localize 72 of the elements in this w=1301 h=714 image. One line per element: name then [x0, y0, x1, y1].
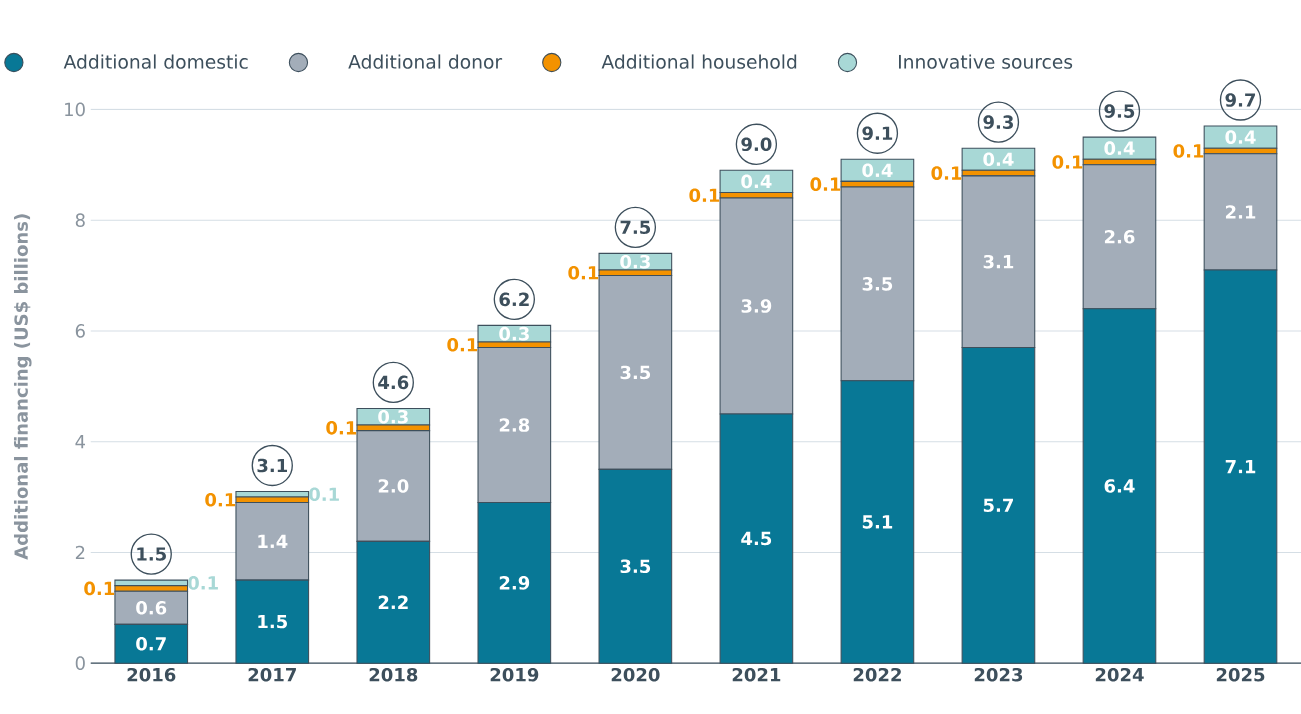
data-label: 0.3: [378, 409, 408, 424]
x-tick-label: 2016: [127, 667, 176, 682]
bar: [114, 579, 189, 587]
data-label: 3.5: [620, 559, 651, 574]
data-label: 0.1: [1173, 144, 1204, 158]
total-label: 1.5: [137, 547, 166, 561]
x-tick-label: 2021: [732, 667, 781, 682]
data-label: 3.9: [741, 299, 772, 313]
data-label: 0.1: [931, 166, 962, 180]
data-label: 7.1: [1225, 460, 1256, 474]
data-label: 1.5: [258, 615, 287, 629]
data-label: 3.5: [862, 277, 893, 291]
data-label: 0.1: [309, 487, 339, 502]
total-label: 9.5: [1104, 104, 1135, 118]
legend-label: Additional donor: [348, 54, 503, 69]
data-label: 5.7: [983, 498, 1013, 513]
total-label: 9.3: [983, 115, 1013, 130]
x-tick-label: 2018: [369, 667, 418, 682]
y-tick-label: 8: [75, 213, 85, 228]
data-label: 0.1: [810, 177, 841, 192]
data-label: 0.7: [136, 637, 166, 651]
total-label: 9.0: [741, 137, 772, 152]
data-label: 2.0: [378, 479, 409, 493]
total-label: 7.5: [620, 220, 651, 235]
data-label: 0.3: [620, 254, 650, 269]
x-tick-label: 2023: [974, 667, 1023, 682]
data-label: 0.4: [1104, 141, 1135, 156]
total-label: 9.7: [1225, 93, 1256, 107]
data-label: 0.4: [741, 174, 772, 189]
data-label: 3.1: [983, 254, 1014, 269]
data-label: 0.1: [205, 493, 236, 507]
legend-label: Innovative sources: [898, 54, 1073, 69]
data-label: 3.5: [620, 365, 651, 380]
total-label: 3.1: [257, 458, 288, 473]
total-label: 9.1: [862, 126, 893, 141]
data-label: 1.4: [258, 534, 288, 548]
x-tick-label: 2024: [1095, 667, 1144, 682]
data-label: 2.2: [378, 595, 408, 609]
data-label: 0.4: [862, 163, 893, 178]
x-tick-label: 2019: [490, 667, 539, 682]
y-axis-title: Additional financing (US$ billions): [13, 214, 32, 560]
data-label: 2.1: [1225, 205, 1256, 219]
x-tick-label: 2017: [248, 667, 296, 682]
data-label: 0.1: [188, 576, 218, 590]
y-tick-label: 6: [75, 324, 85, 338]
y-tick-label: 2: [75, 545, 85, 560]
data-label: 0.1: [326, 421, 357, 435]
data-label: 0.1: [1052, 155, 1083, 169]
y-tick-label: 4: [75, 435, 86, 449]
x-tick-label: 2020: [611, 667, 660, 682]
data-label: 0.1: [84, 581, 115, 596]
data-label: 2.8: [499, 418, 530, 432]
data-label: 2.6: [1104, 230, 1135, 244]
data-label: 0.1: [447, 338, 478, 352]
legend-label: Additional household: [601, 54, 797, 69]
y-tick-label: 10: [65, 102, 85, 117]
x-tick-label: 2025: [1216, 667, 1265, 682]
data-label: 5.1: [862, 515, 893, 529]
data-label: 0.1: [568, 266, 599, 280]
legend-label: Additional domestic: [63, 54, 248, 69]
data-label: 0.6: [136, 601, 167, 615]
data-label: 4.5: [741, 531, 772, 546]
data-label: 0.4: [983, 152, 1014, 167]
data-label: 0.1: [689, 188, 720, 203]
data-label: 2.9: [499, 576, 530, 590]
x-tick-label: 2022: [853, 667, 901, 682]
total-label: 6.2: [499, 292, 529, 307]
data-label: 0.4: [1225, 130, 1256, 144]
y-tick-label: 0: [75, 656, 85, 671]
total-label: 4.6: [378, 375, 409, 390]
data-label: 6.4: [1104, 479, 1135, 493]
data-label: 0.3: [499, 326, 529, 341]
